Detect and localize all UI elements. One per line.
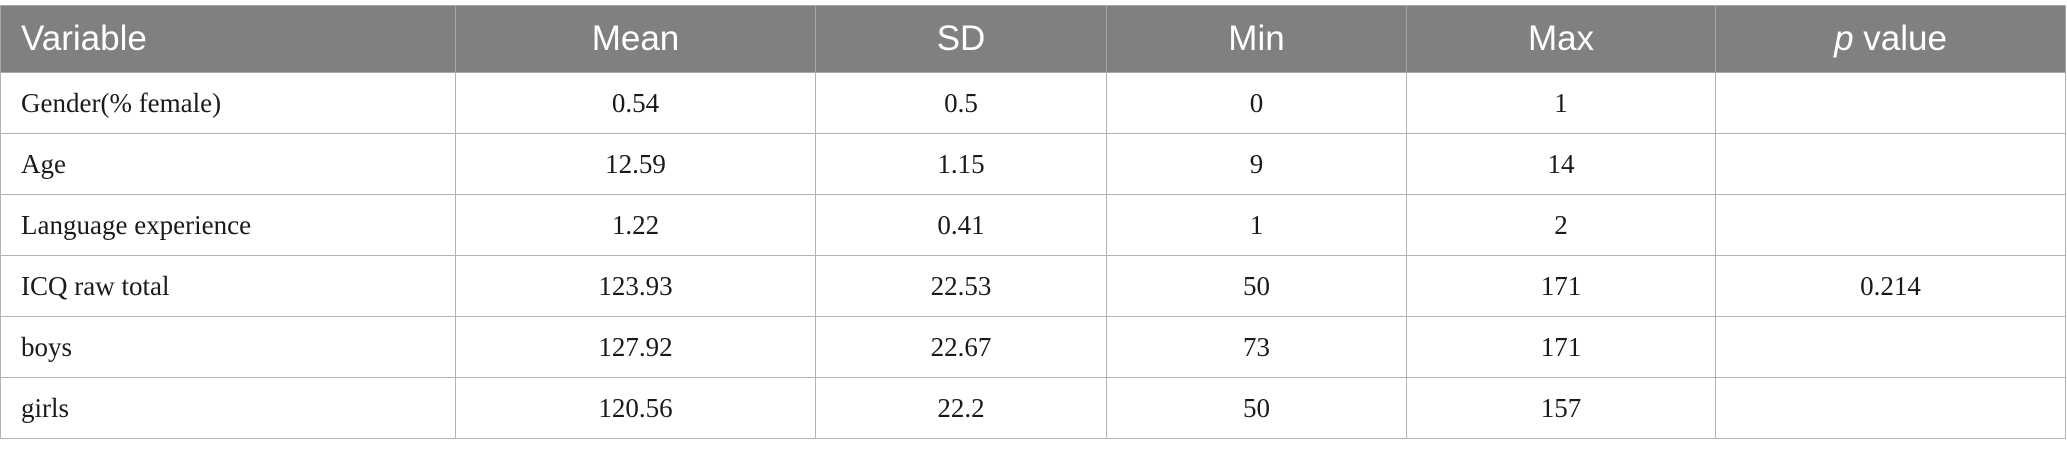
cell-p-value	[1715, 194, 2066, 256]
header-mean: Mean	[455, 5, 816, 73]
cell-min: 1	[1106, 194, 1407, 256]
cell-sd: 0.5	[815, 72, 1107, 134]
cell-max: 1	[1406, 72, 1716, 134]
cell-min: 9	[1106, 133, 1407, 195]
cell-p-value	[1715, 72, 2066, 134]
cell-min: 73	[1106, 316, 1407, 378]
cell-sd: 0.41	[815, 194, 1107, 256]
cell-p-value	[1715, 133, 2066, 195]
header-max: Max	[1406, 5, 1716, 73]
table-row: Gender(% female) 0.54 0.5 0 1	[0, 72, 2066, 134]
cell-sd: 22.2	[815, 377, 1107, 439]
cell-variable: Age	[0, 133, 456, 195]
cell-mean: 1.22	[455, 194, 816, 256]
cell-variable: girls	[0, 377, 456, 439]
table-row: girls 120.56 22.2 50 157	[0, 377, 2066, 439]
table-row: Language experience 1.22 0.41 1 2	[0, 194, 2066, 256]
cell-max: 14	[1406, 133, 1716, 195]
cell-min: 50	[1106, 377, 1407, 439]
cell-mean: 0.54	[455, 72, 816, 134]
cell-min: 50	[1106, 255, 1407, 317]
cell-mean: 12.59	[455, 133, 816, 195]
table-row: ICQ raw total 123.93 22.53 50 171 0.214	[0, 255, 2066, 317]
cell-mean: 123.93	[455, 255, 816, 317]
table-row: boys 127.92 22.67 73 171	[0, 316, 2066, 378]
header-row: Variable Mean SD Min Max p value	[0, 5, 2066, 73]
header-p-rest: value	[1853, 19, 1947, 58]
cell-variable: Language experience	[0, 194, 456, 256]
cell-max: 157	[1406, 377, 1716, 439]
cell-sd: 22.53	[815, 255, 1107, 317]
descriptive-stats-table: Variable Mean SD Min Max p value Gender(…	[0, 5, 2066, 439]
table-body: Gender(% female) 0.54 0.5 0 1 Age 12.59 …	[0, 72, 2066, 439]
cell-p-value: 0.214	[1715, 255, 2066, 317]
cell-max: 2	[1406, 194, 1716, 256]
header-p-italic: p	[1834, 19, 1854, 58]
cell-max: 171	[1406, 316, 1716, 378]
table-row: Age 12.59 1.15 9 14	[0, 133, 2066, 195]
header-variable: Variable	[0, 5, 456, 73]
cell-sd: 1.15	[815, 133, 1107, 195]
cell-mean: 120.56	[455, 377, 816, 439]
cell-p-value	[1715, 316, 2066, 378]
cell-sd: 22.67	[815, 316, 1107, 378]
header-min: Min	[1106, 5, 1407, 73]
table-header: Variable Mean SD Min Max p value	[0, 5, 2066, 73]
cell-min: 0	[1106, 72, 1407, 134]
cell-variable: boys	[0, 316, 456, 378]
header-p-value: p value	[1715, 5, 2066, 73]
cell-mean: 127.92	[455, 316, 816, 378]
descriptive-stats-table-container: Variable Mean SD Min Max p value Gender(…	[0, 5, 2066, 439]
cell-variable: ICQ raw total	[0, 255, 456, 317]
cell-max: 171	[1406, 255, 1716, 317]
cell-variable: Gender(% female)	[0, 72, 456, 134]
cell-p-value	[1715, 377, 2066, 439]
header-sd: SD	[815, 5, 1107, 73]
